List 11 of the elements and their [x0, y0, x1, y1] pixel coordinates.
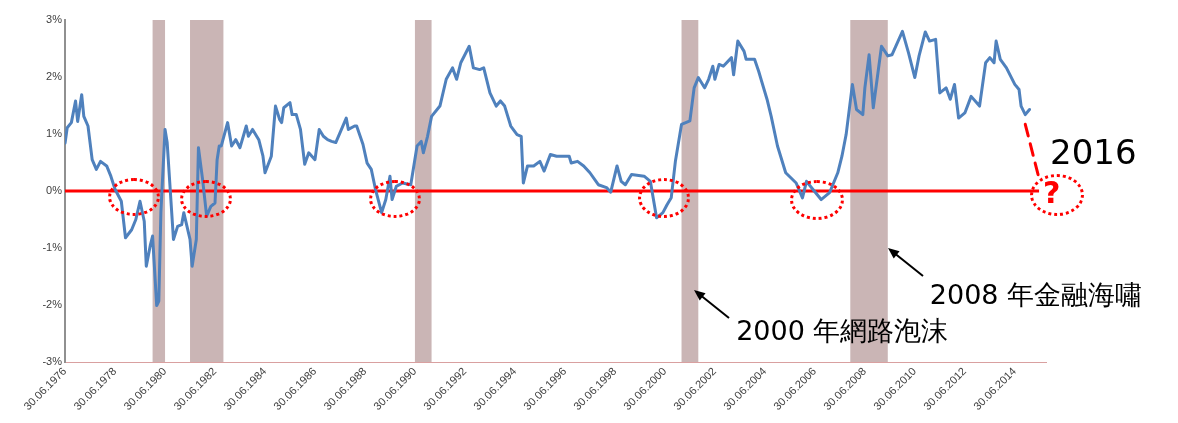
- y-tick-label: -3%: [42, 355, 63, 368]
- text: 2016: [1050, 131, 1137, 172]
- y-tick-label: 1%: [46, 127, 63, 140]
- annotation: 2008 年金融海嘯: [929, 279, 1143, 311]
- y-tick-label: 3%: [46, 13, 63, 26]
- annotation: 2000 年網路泡沫: [736, 314, 949, 346]
- y-tick-label: -2%: [42, 298, 63, 311]
- y-tick-label: -1%: [42, 241, 63, 254]
- y-tick-label: 2%: [46, 70, 63, 83]
- y-tick-label: 0%: [46, 184, 63, 197]
- annotation: ?: [1043, 174, 1061, 210]
